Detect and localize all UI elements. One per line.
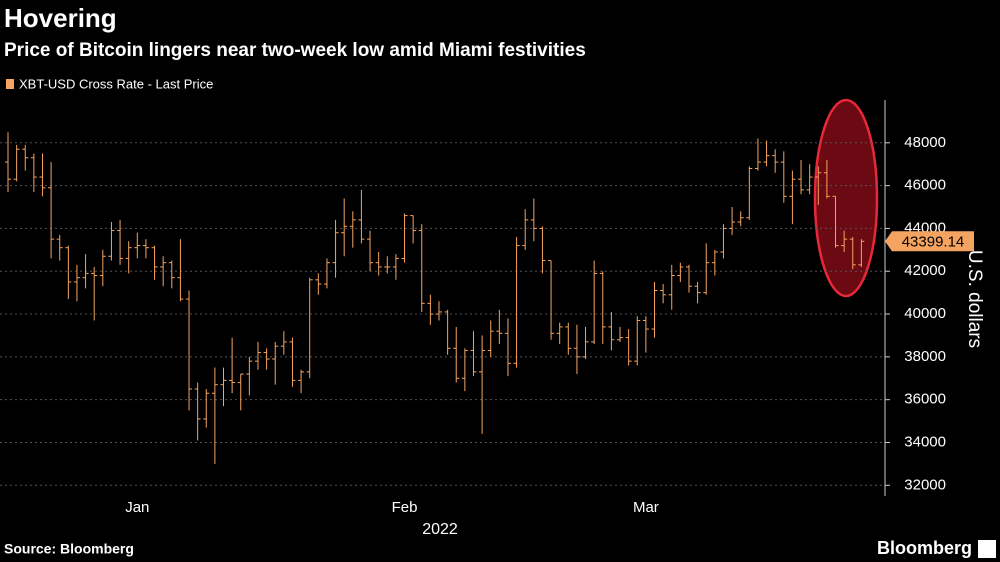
last-price-tag (885, 231, 974, 252)
x-tick-label: Jan (125, 499, 149, 516)
legend-label: XBT-USD Cross Rate - Last Price (19, 76, 213, 91)
legend-swatch (6, 79, 14, 89)
last-price-label: 43399.14 (902, 233, 965, 250)
plot-area (0, 132, 885, 486)
y-tick-label: 32000 (904, 476, 946, 493)
x-tick-label: Feb (392, 499, 418, 516)
chart-title: Hovering (4, 3, 117, 33)
y-tick-label: 36000 (904, 391, 946, 408)
brand-icon (978, 540, 996, 558)
y-axis-label: U.S. dollars (964, 250, 985, 348)
highlight-ellipse (813, 98, 879, 298)
x-axis-label: 2022 (422, 521, 458, 538)
y-tick-label: 46000 (904, 177, 946, 194)
y-tick-label: 48000 (904, 134, 946, 151)
x-tick-label: Mar (633, 499, 659, 516)
y-tick-label: 34000 (904, 433, 946, 450)
y-tick-label: 38000 (904, 348, 946, 365)
y-tick-label: 42000 (904, 262, 946, 279)
source: Source: Bloomberg (4, 541, 134, 557)
brand: Bloomberg (877, 538, 972, 558)
y-tick-label: 40000 (904, 305, 946, 322)
chart-subtitle: Price of Bitcoin lingers near two-week l… (4, 40, 586, 61)
